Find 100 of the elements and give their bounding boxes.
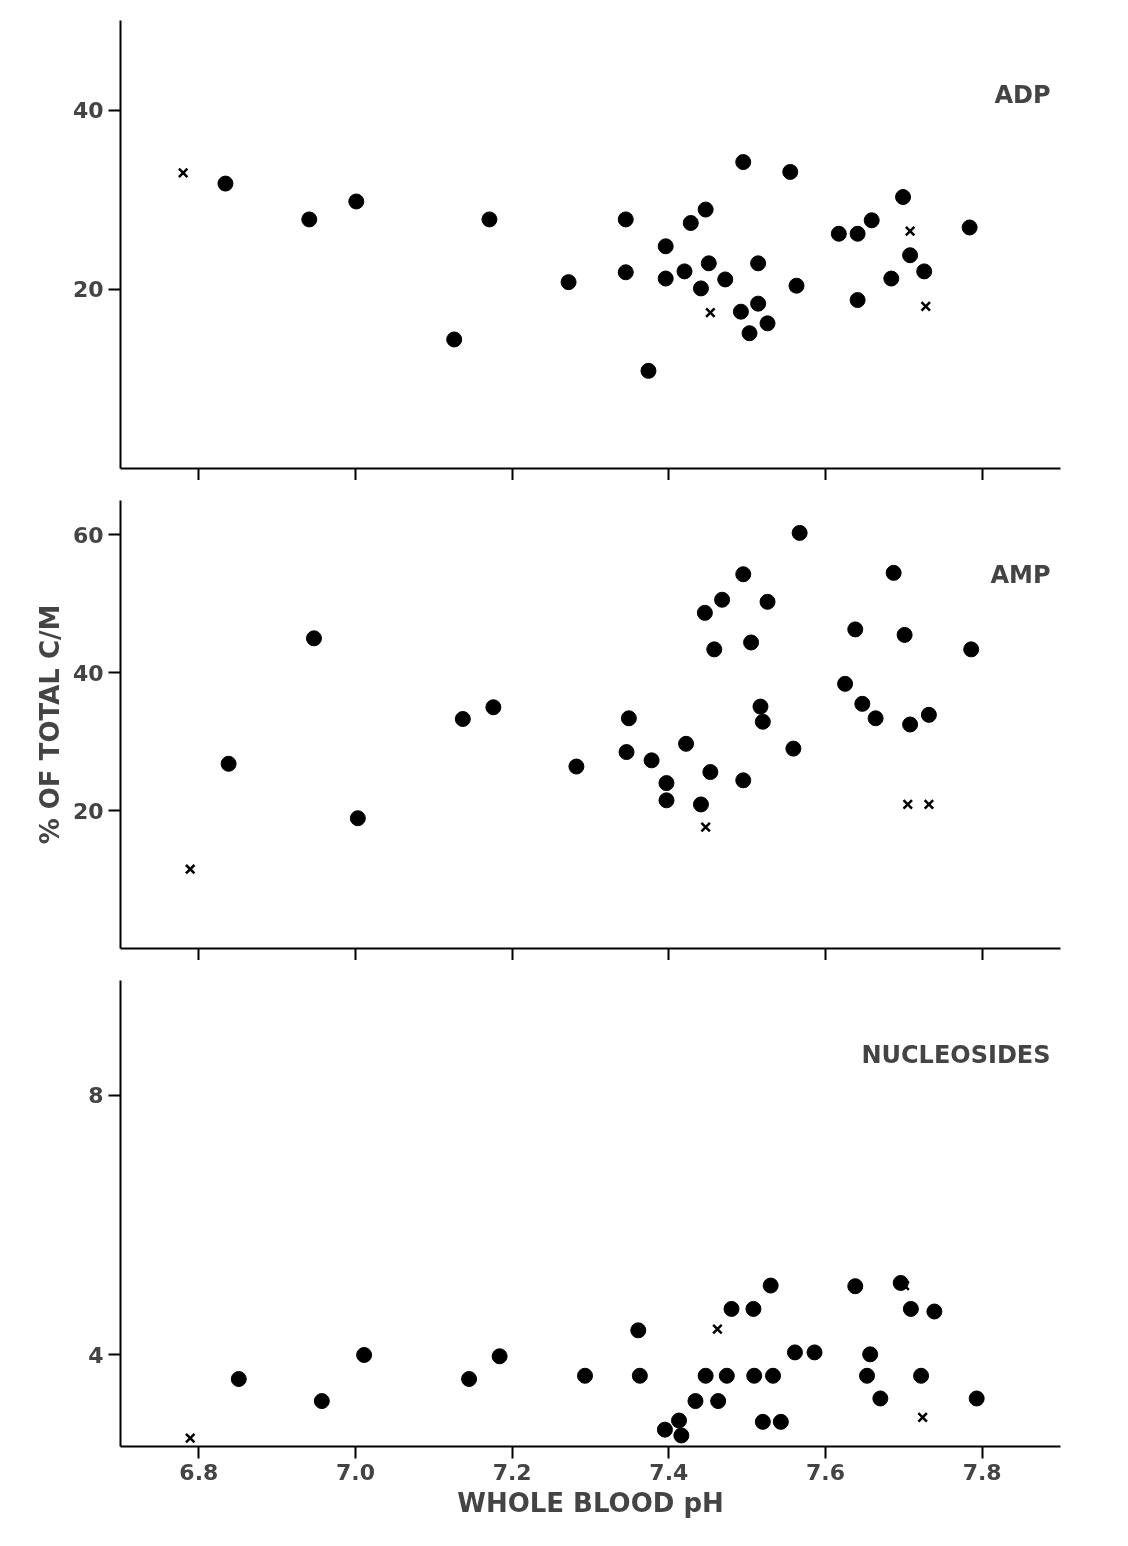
point [658,792,675,809]
point [862,1346,879,1363]
text: NUCLEOSIDES [861,1040,1051,1069]
point [735,772,752,789]
point [732,303,749,320]
point [786,1344,803,1361]
point [902,1300,919,1317]
point [765,1367,782,1384]
point [673,1427,690,1444]
x-tick-label: 7.8 [962,1459,1002,1485]
point [830,225,847,242]
point [902,247,919,264]
point [617,264,634,281]
point [640,362,657,379]
point [658,775,675,792]
point [837,675,854,692]
point [682,215,699,231]
point [913,1367,930,1384]
point [883,270,900,287]
point [702,764,719,781]
point [746,1367,763,1384]
point [902,716,919,733]
point [752,698,769,715]
point [481,211,498,228]
point [782,163,799,180]
point [723,1300,740,1317]
point [657,270,674,287]
point [184,1432,196,1444]
point [671,1412,688,1429]
text: ADP [994,80,1051,109]
point [710,1393,727,1410]
text: AMP [990,560,1051,589]
point [735,566,752,583]
point [313,1393,330,1410]
point [697,1367,714,1384]
point [772,1413,789,1430]
x-tick-label: 7.6 [806,1459,845,1485]
x-tick-label: 6.8 [179,1459,219,1485]
point [348,193,365,210]
point [754,1413,771,1430]
point [220,755,237,772]
point [902,798,914,810]
point [896,626,913,643]
y-tick-label: 20 [72,277,104,303]
point [697,201,714,218]
point [631,1367,648,1384]
point [349,810,366,827]
x-tick-label: 7.0 [336,1459,375,1485]
point [577,1367,594,1384]
y-tick-label: 4 [88,1342,104,1368]
point [711,1323,723,1335]
point [568,758,585,775]
point [356,1347,373,1363]
point [706,641,723,658]
y-tick-label: 60 [72,522,104,548]
point [785,740,802,757]
point [917,1411,929,1423]
point [859,1367,876,1384]
point [717,271,734,288]
point [700,255,717,272]
point [656,1421,673,1438]
point [617,211,634,228]
point [854,695,871,712]
point [754,713,771,730]
point [885,564,902,581]
point [741,325,758,342]
point [872,1390,889,1407]
point [904,225,916,237]
point [759,315,776,332]
point [867,710,884,727]
point [847,1278,864,1295]
point [461,1371,478,1387]
point [700,821,712,833]
point [485,699,502,716]
point [847,621,864,638]
point [618,744,635,761]
point [759,593,776,610]
point [692,796,709,813]
point [968,1390,985,1407]
point [735,154,752,171]
point [714,591,731,608]
x-tick-label: 7.2 [492,1459,532,1485]
point [454,711,471,727]
point [657,238,674,255]
point [301,211,318,228]
point [177,167,189,179]
point [920,300,932,312]
point [704,307,716,319]
point [446,331,463,348]
point [184,863,196,875]
x-axis-title: WHOLE BLOOD pH [457,1487,724,1518]
point [678,735,695,752]
point [643,752,660,769]
point [926,1303,943,1320]
point [692,280,709,297]
y-tick-label: 20 [72,798,104,824]
point [676,263,693,280]
point [961,219,978,236]
y-tick-label: 8 [88,1083,104,1109]
y-tick-label: 40 [72,660,104,686]
